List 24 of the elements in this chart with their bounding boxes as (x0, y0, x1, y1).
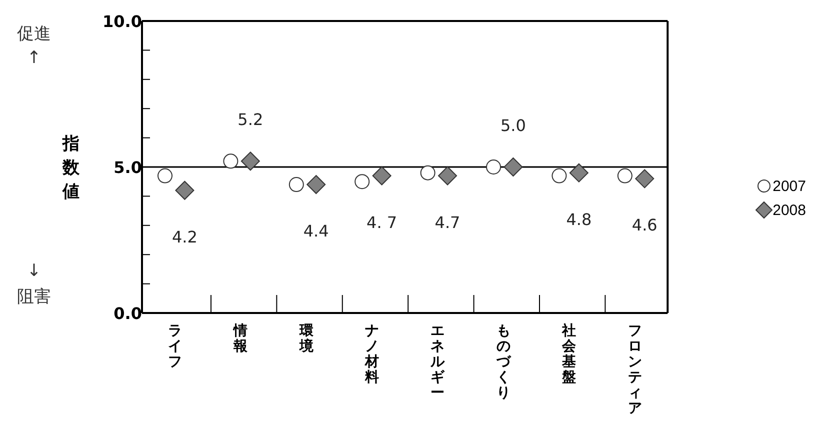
y-axis-title: 指数値 (61, 133, 80, 204)
y-tick-label: 5.0 (114, 158, 142, 177)
data-label: 4.7 (434, 212, 460, 232)
x-tick-label: フロンティア (628, 323, 642, 416)
x-tick-label: 環境 (298, 323, 314, 354)
data-label: 4.6 (632, 216, 658, 235)
text: ↓ 阻害 (16, 260, 52, 309)
data-label: 5.2 (238, 110, 264, 130)
y-tick-label: 10.0 (102, 12, 142, 31)
y-tick-label: 0.0 (114, 304, 142, 323)
legend-label: 2008 (772, 202, 806, 218)
x-tick-label: 社会基盤 (561, 323, 578, 386)
data-label: 4.4 (303, 222, 329, 241)
x-tick-label: ライフ (168, 323, 182, 370)
data-label: 4.2 (172, 227, 198, 246)
legend-label: 2007 (772, 178, 806, 194)
text: 促進 ↑ (16, 23, 52, 70)
data-label: 5.0 (500, 116, 526, 135)
data-label: 4.8 (566, 210, 592, 229)
x-tick-label: 情報 (232, 323, 249, 354)
x-tick-label: ものづくり (495, 323, 512, 401)
x-tick-label: エネルギー (430, 323, 446, 401)
x-tick-label: ナノ材料 (364, 323, 379, 386)
data-label: 4. 7 (366, 212, 398, 232)
